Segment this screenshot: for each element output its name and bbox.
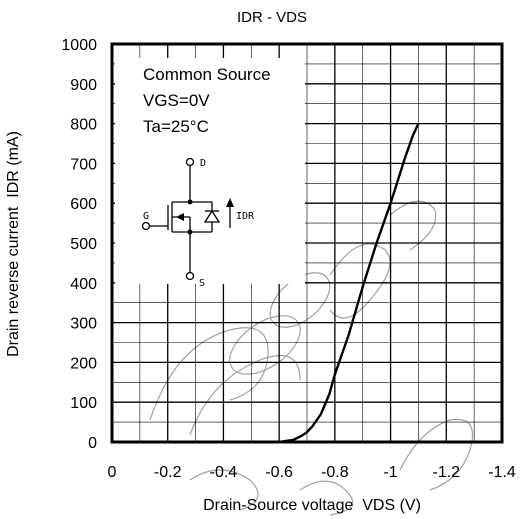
x-ticks: 0 -0.2 -0.4 -0.6 -0.8 -1 -1.2 -1.4 [108, 464, 516, 481]
y-tick-label: 600 [70, 196, 97, 213]
y-tick-label: 100 [70, 395, 97, 412]
condition-temperature: Ta=25°C [143, 117, 209, 136]
series-line [112, 123, 420, 444]
idr-label: IDR [236, 211, 255, 222]
y-tick-label: 900 [70, 77, 97, 94]
condition-vgs: VGS=0V [143, 91, 210, 110]
x-tick-label: -0.2 [154, 464, 182, 481]
y-tick-label: 300 [70, 316, 97, 333]
y-tick-label: 500 [70, 236, 97, 253]
y-tick-label: 700 [70, 156, 97, 173]
y-tick-label: 800 [70, 117, 97, 134]
y-tick-label: 200 [70, 355, 97, 372]
source-label: S [199, 278, 205, 289]
y-axis-title: Drain reverse current IDR (mA) [5, 131, 22, 357]
x-axis-title: Drain-Source voltage VDS (V) [203, 497, 421, 514]
chart-title: IDR - VDS [237, 9, 307, 26]
legend-box [115, 58, 305, 284]
schematic-nodes [176, 198, 234, 235]
drain-label: D [200, 158, 206, 169]
x-tick-label: -0.4 [210, 464, 238, 481]
y-tick-label: 0 [88, 435, 97, 452]
y-tick-label: 1000 [61, 37, 97, 54]
x-tick-label: -1 [383, 464, 397, 481]
x-tick-label: -0.8 [321, 464, 349, 481]
x-tick-label: -1.4 [488, 464, 516, 481]
y-ticks: 0 100 200 300 400 500 600 700 800 900 1000 [61, 37, 97, 452]
y-tick-label: 400 [70, 276, 97, 293]
condition-common-source: Common Source [143, 65, 271, 84]
x-tick-label: -1.2 [432, 464, 460, 481]
x-tick-label: 0 [108, 464, 117, 481]
gate-label: G [143, 211, 149, 222]
x-tick-label: -0.6 [265, 464, 293, 481]
plot-frame [110, 42, 504, 444]
